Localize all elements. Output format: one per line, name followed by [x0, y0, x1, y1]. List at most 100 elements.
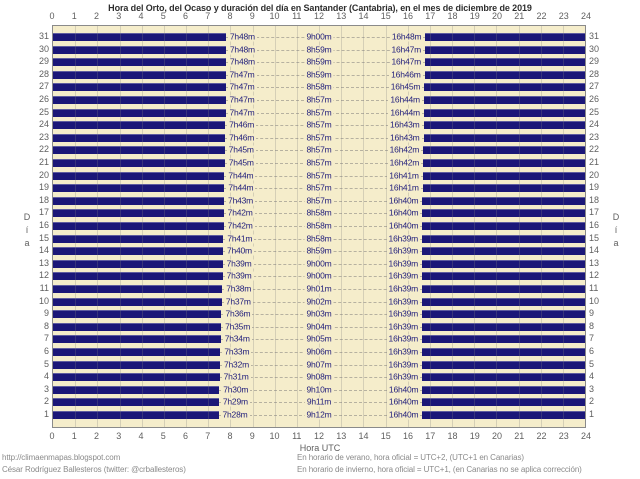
day-number-left: 16 [38, 220, 49, 230]
bottom-hour-tick-label: 20 [491, 431, 502, 441]
sunrise-time-label: 7h33m [222, 346, 252, 357]
day-number-right: 30 [589, 43, 600, 54]
sunrise-time-label: 7h28m [220, 409, 250, 420]
sunrise-time-label: 7h42m [225, 220, 255, 231]
night-bar-morning [53, 83, 226, 92]
day-number-right: 7 [589, 333, 595, 344]
top-hour-tick-label: 22 [536, 11, 547, 21]
day-length-label: 8h57m [304, 119, 334, 130]
bottom-hour-tick-label: 13 [336, 431, 347, 441]
sunset-time-label: 16h41m [387, 170, 421, 181]
day-number-left: 3 [43, 383, 49, 394]
bottom-hour-tick-label: 0 [49, 431, 55, 441]
night-bar-morning [53, 121, 226, 130]
day-number-right: 20 [589, 169, 600, 180]
day-length-label: 8h57m [304, 170, 334, 181]
top-hour-tick-label: 18 [447, 11, 458, 21]
top-hour-tick-label: 23 [558, 11, 569, 21]
day-number-left: 25 [38, 106, 49, 117]
top-hour-tick-label: 24 [580, 11, 591, 21]
sunrise-time-label: 7h39m [224, 270, 254, 281]
day-number-left: 23 [38, 131, 49, 142]
top-hour-tick-label: 17 [425, 11, 436, 21]
day-number-right: 16 [589, 220, 600, 230]
y-axis-label-right: D í a [609, 211, 623, 250]
night-bar-morning [53, 159, 225, 167]
night-bar-morning [53, 209, 224, 218]
hour-gridline [540, 26, 542, 427]
bottom-hour-tick-label: 15 [380, 431, 391, 441]
day-number-right: 6 [589, 346, 595, 356]
day-length-label: 9h10m [304, 384, 334, 395]
top-hour-tick-label: 13 [336, 11, 347, 21]
night-bar-evening [425, 33, 585, 41]
sunrise-time-label: 7h31m [221, 371, 251, 382]
night-bar-evening [423, 96, 585, 104]
sunset-time-label: 16h39m [386, 359, 421, 370]
top-hour-tick-label: 5 [160, 11, 166, 21]
night-bar-morning [53, 234, 224, 243]
night-bar-morning [53, 171, 225, 180]
top-hour-tick-label: 20 [491, 11, 502, 21]
top-hour-tick-label: 21 [514, 11, 525, 21]
sunset-time-label: 16h39m [386, 233, 421, 244]
day-number-left: 15 [38, 232, 49, 243]
y-axis-label-char: a [24, 238, 30, 248]
night-bar-evening [422, 335, 585, 344]
day-number-left: 31 [38, 31, 49, 41]
sunrise-time-label: 7h48m [227, 31, 257, 42]
sunset-time-label: 16h47m [389, 56, 424, 67]
sunset-time-label: 16h39m [386, 283, 421, 294]
night-bar-morning [53, 184, 225, 193]
sunrise-time-label: 7h44m [226, 182, 256, 193]
day-number-right: 2 [589, 396, 595, 407]
day-number-left: 24 [38, 119, 49, 130]
top-hour-tick-label: 9 [249, 11, 255, 21]
night-bar-evening [422, 373, 585, 382]
bottom-hour-tick-label: 4 [138, 431, 144, 441]
day-length-label: 8h58m [304, 233, 334, 244]
sunset-time-label: 16h43m [388, 132, 422, 143]
night-bar-morning [53, 33, 226, 41]
night-bar-morning [53, 310, 222, 319]
night-bar-evening [422, 411, 585, 419]
day-number-left: 6 [43, 346, 49, 356]
hour-gridline [385, 26, 387, 427]
sunset-time-label: 16h46m [389, 69, 423, 80]
sunset-time-label: 16h47m [389, 44, 424, 55]
hour-gridline [208, 26, 210, 427]
sunrise-time-label: 7h43m [226, 195, 256, 206]
day-number-left: 2 [43, 396, 49, 407]
sunset-time-label: 16h40m [386, 409, 421, 420]
day-length-label: 9h04m [304, 321, 334, 332]
day-number-right: 24 [589, 119, 600, 130]
night-bar-evening [423, 159, 585, 167]
day-number-right: 18 [589, 194, 600, 205]
day-number-left: 28 [38, 68, 49, 79]
night-bar-morning [53, 247, 223, 256]
hour-gridline [75, 26, 77, 427]
day-number-right: 26 [589, 94, 600, 104]
day-length-label: 9h00m [304, 270, 334, 281]
sunset-time-label: 16h42m [387, 157, 422, 168]
hour-gridline [296, 26, 298, 427]
hour-gridline [363, 26, 365, 427]
day-number-left: 17 [38, 207, 49, 218]
day-number-left: 10 [38, 295, 49, 306]
hour-gridline [518, 26, 520, 427]
day-number-left: 20 [38, 169, 49, 180]
day-number-left: 30 [38, 43, 49, 54]
day-length-label: 8h59m [304, 56, 334, 67]
day-length-label: 9h01m [304, 283, 334, 294]
top-hour-tick-label: 6 [182, 11, 188, 21]
night-bar-evening [423, 146, 585, 155]
night-bar-morning [53, 385, 220, 394]
day-length-label: 8h58m [304, 207, 334, 218]
top-hour-tick-label: 7 [205, 11, 211, 21]
day-number-left: 22 [38, 144, 49, 155]
night-bar-evening [424, 83, 585, 92]
sunset-time-label: 16h39m [386, 245, 421, 256]
day-number-left: 5 [43, 358, 49, 369]
day-number-right: 27 [589, 81, 600, 92]
night-bar-evening [422, 310, 585, 319]
